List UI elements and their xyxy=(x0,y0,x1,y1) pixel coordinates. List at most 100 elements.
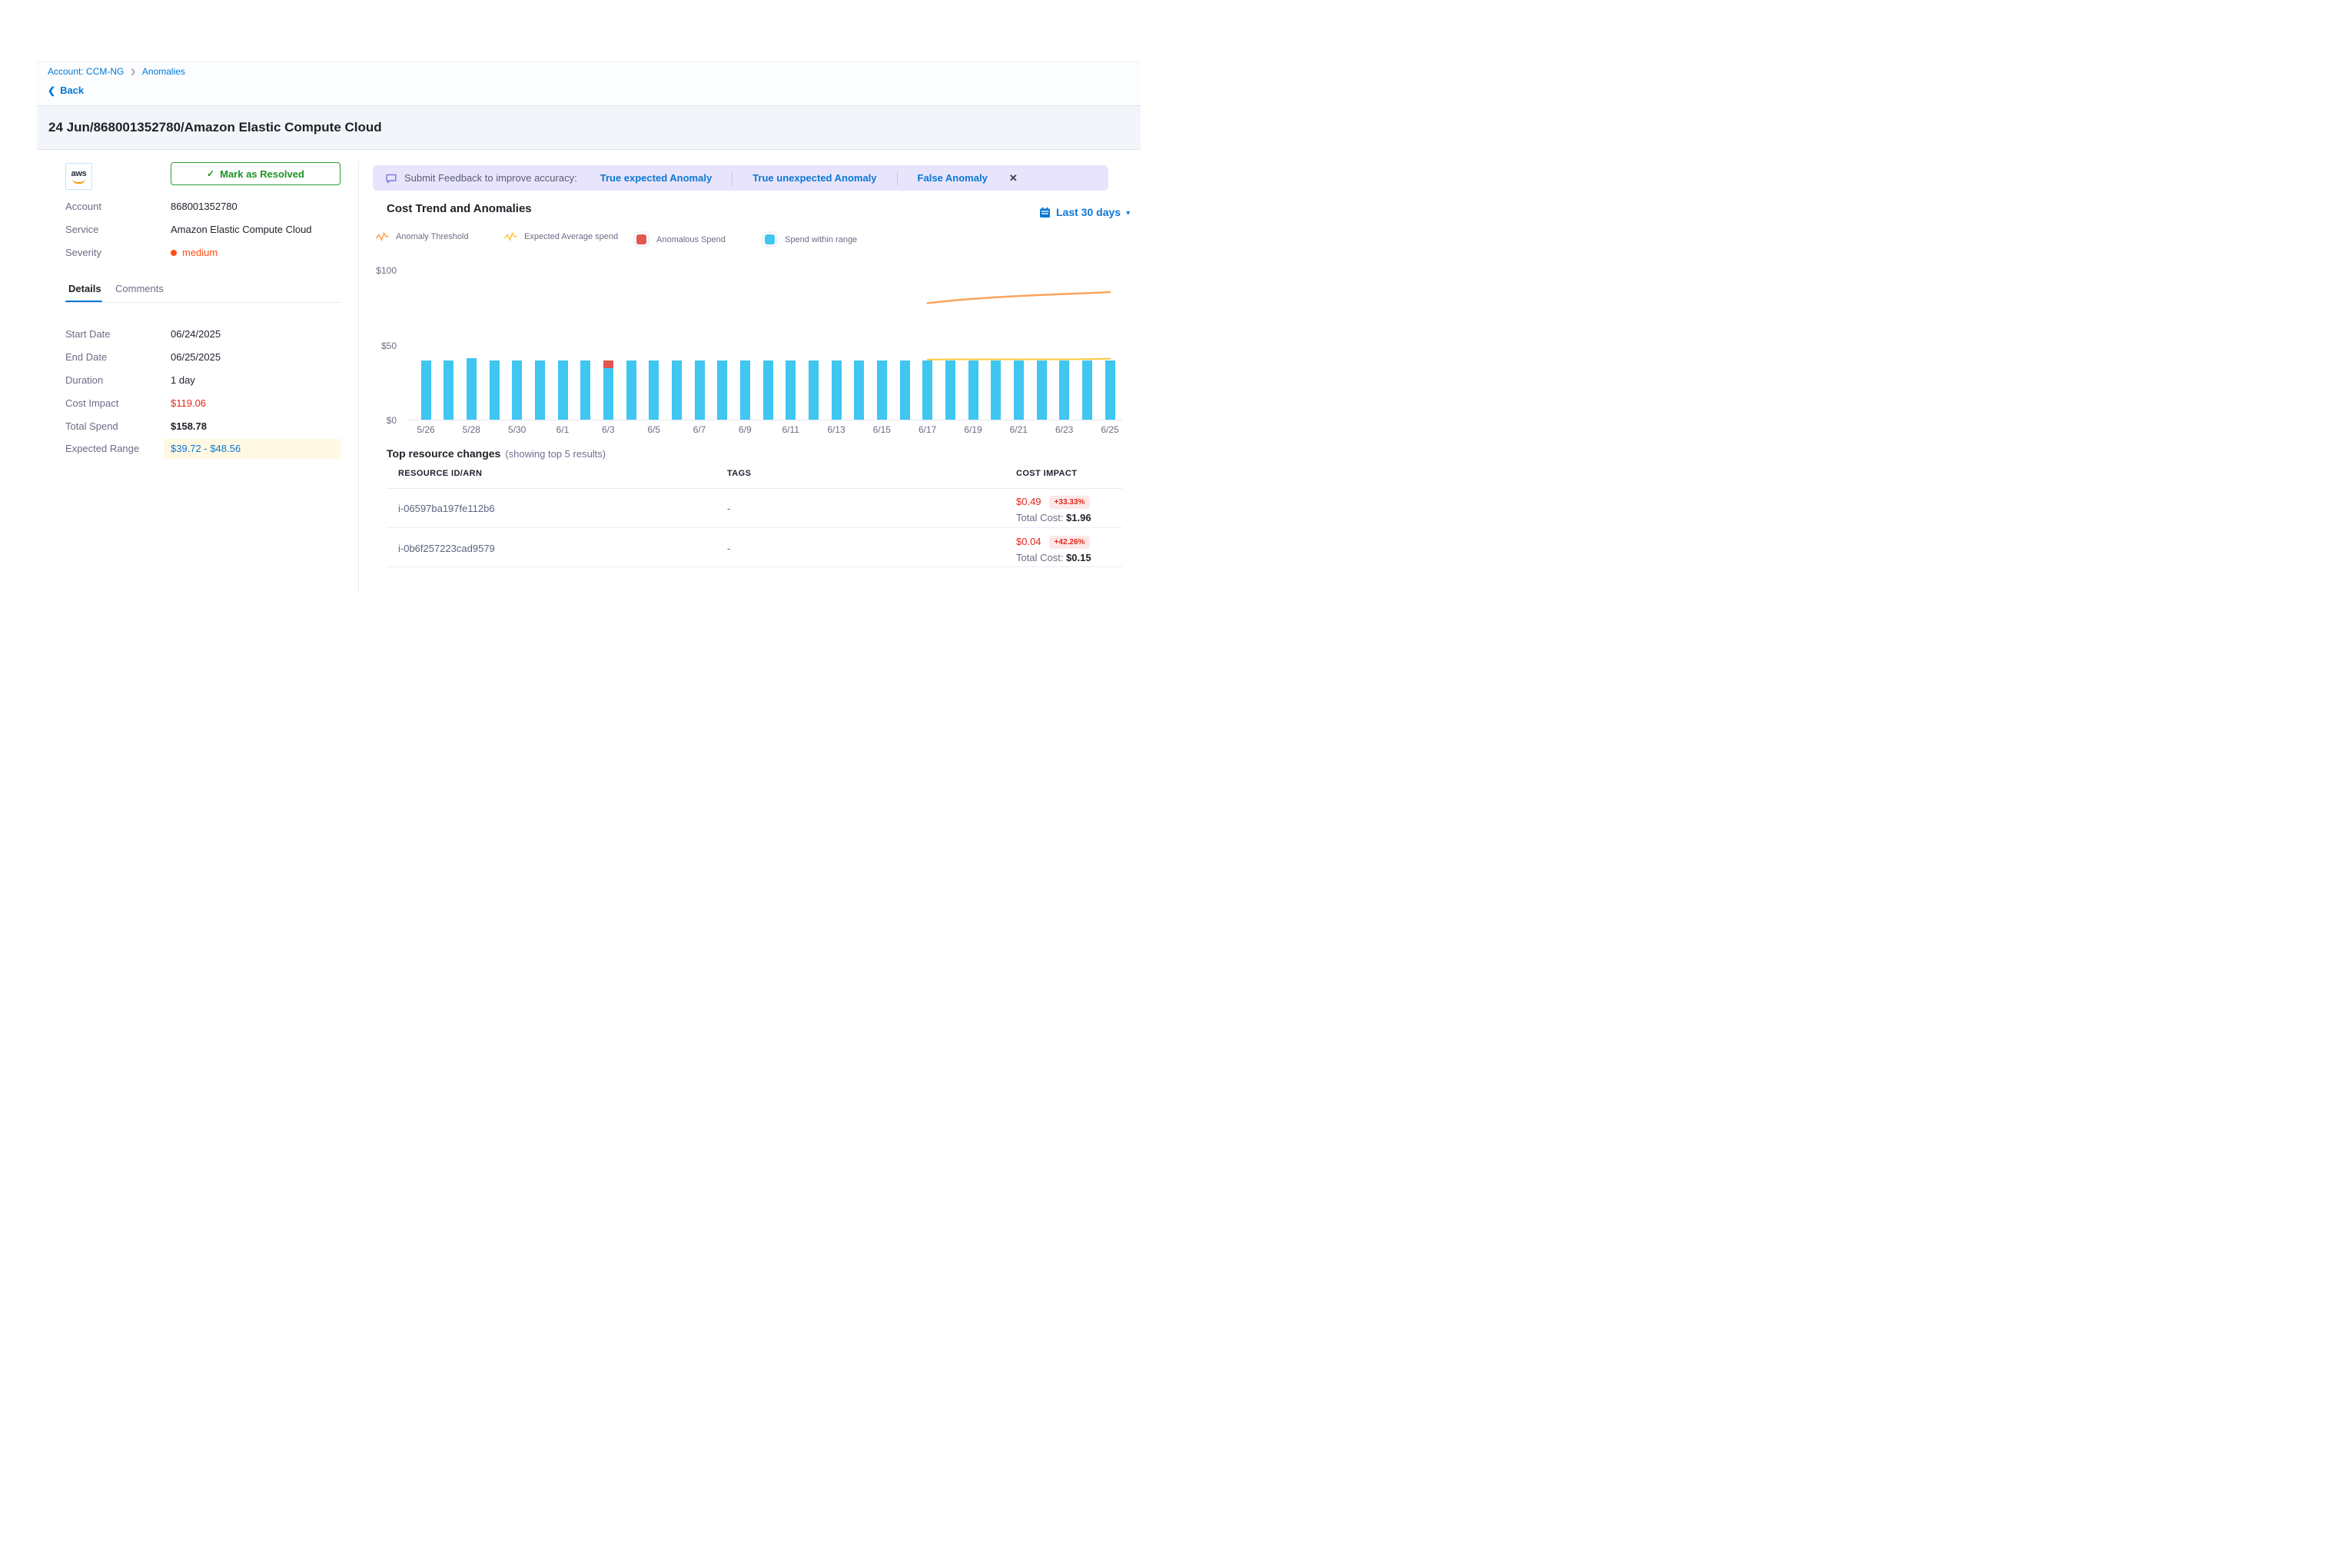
feedback-bubble-icon xyxy=(385,172,397,184)
bar xyxy=(626,360,636,420)
legend-label: Anomaly Threshold xyxy=(396,231,469,241)
time-range-selector[interactable]: Last 30 days ▾ xyxy=(1039,206,1130,218)
mark-resolved-button[interactable]: ✓ Mark as Resolved xyxy=(171,162,341,185)
table-title-text: Top resource changes xyxy=(387,447,501,460)
tags-value: - xyxy=(727,503,731,514)
bar xyxy=(557,360,568,420)
summary-label: Account xyxy=(65,201,101,212)
x-axis-label: 6/9 xyxy=(738,424,752,435)
back-label: Back xyxy=(60,85,85,96)
bar xyxy=(831,360,842,420)
detail-value: 06/25/2025 xyxy=(171,351,221,363)
total-cost-value: $0.15 xyxy=(1066,552,1091,563)
x-axis-label: 6/25 xyxy=(1101,424,1119,435)
feedback-close-icon[interactable]: ✕ xyxy=(1008,171,1018,184)
feedback-option-true-expected[interactable]: True expected Anomaly xyxy=(600,172,713,184)
detail-row-duration: Duration 1 day xyxy=(65,374,341,386)
aws-swoosh-icon xyxy=(72,178,85,184)
bar xyxy=(876,360,887,420)
x-axis-label: 6/11 xyxy=(782,424,799,435)
cost-impact-value: $0.49 xyxy=(1016,496,1041,507)
legend-square-icon xyxy=(765,234,775,244)
bar xyxy=(1059,360,1070,420)
active-tab-underline xyxy=(65,301,102,303)
bar xyxy=(603,368,613,420)
bar xyxy=(854,360,865,420)
bar-anomalous-segment xyxy=(603,360,613,369)
tab-details[interactable]: Details xyxy=(68,283,101,294)
back-chevron-icon: ❮ xyxy=(48,85,56,96)
legend-item-anomalous-spend: Anomalous Spend xyxy=(633,231,726,247)
bar xyxy=(922,360,933,420)
total-cost-label: Total Cost: xyxy=(1016,512,1064,523)
detail-label: End Date xyxy=(65,351,108,363)
breadcrumb-separator-icon: ❯ xyxy=(130,68,136,75)
detail-value: 06/24/2025 xyxy=(171,328,221,340)
caret-down-icon: ▾ xyxy=(1126,208,1131,218)
detail-label: Start Date xyxy=(65,328,111,340)
legend-item-anomaly-threshold: Anomaly Threshold xyxy=(376,231,469,241)
bar xyxy=(534,360,545,420)
legend-square-icon xyxy=(636,234,646,244)
x-axis-label: 6/23 xyxy=(1055,424,1074,435)
legend-item-spend-within-range: Spend within range xyxy=(762,231,857,247)
legend-line-icon xyxy=(376,231,389,241)
column-header-resource: RESOURCE ID/ARN xyxy=(398,469,483,478)
summary-row-service: Service Amazon Elastic Compute Cloud xyxy=(65,224,341,235)
feedback-option-false-anomaly[interactable]: False Anomaly xyxy=(917,172,988,184)
x-axis-label: 6/19 xyxy=(964,424,982,435)
cost-impact-badge: +42.26% xyxy=(1048,536,1091,549)
bar xyxy=(489,360,500,420)
bar xyxy=(512,360,523,420)
cost-impact-badge: +33.33% xyxy=(1048,496,1091,509)
legend-label: Expected Average spend xyxy=(524,231,619,241)
breadcrumb-anomalies-link[interactable]: Anomalies xyxy=(141,66,185,77)
total-cost-cell: Total Cost: $0.15 xyxy=(1016,552,1091,563)
x-axis-label: 5/30 xyxy=(508,424,527,435)
bar xyxy=(1105,360,1115,420)
chart-title: Cost Trend and Anomalies xyxy=(387,202,532,215)
detail-label: Total Spend xyxy=(65,420,118,432)
x-axis-label: 6/7 xyxy=(693,424,706,435)
back-button[interactable]: ❮ Back xyxy=(48,85,84,96)
detail-label: Duration xyxy=(65,374,104,386)
mark-resolved-label: Mark as Resolved xyxy=(220,168,304,180)
legend-item-expected-average: Expected Average spend xyxy=(504,231,618,241)
total-cost-label: Total Cost: xyxy=(1016,552,1064,563)
feedback-divider xyxy=(896,171,898,185)
bar xyxy=(1036,360,1047,420)
breadcrumb: Account: CCM-NG ❯ Anomalies xyxy=(48,66,185,77)
bar xyxy=(899,360,910,420)
detail-row-end-date: End Date 06/25/2025 xyxy=(65,351,341,363)
y-axis-tick: $0 xyxy=(386,415,397,426)
x-axis-label: 6/13 xyxy=(827,424,845,435)
x-axis-label: 6/17 xyxy=(919,424,937,435)
title-band xyxy=(37,105,1141,150)
bar xyxy=(443,360,454,420)
tab-comments[interactable]: Comments xyxy=(115,283,164,294)
bar xyxy=(694,360,705,420)
cost-impact-value: $0.04 xyxy=(1016,536,1041,547)
bar xyxy=(739,360,750,420)
check-icon: ✓ xyxy=(207,168,215,179)
detail-row-expected-range: Expected Range $39.72 - $48.56 xyxy=(65,439,341,459)
bar xyxy=(991,360,1002,420)
total-cost-cell: Total Cost: $1.96 xyxy=(1016,512,1091,523)
detail-value-total-spend: $158.78 xyxy=(171,420,207,432)
feedback-option-true-unexpected[interactable]: True unexpected Anomaly xyxy=(752,172,877,184)
severity-dot xyxy=(171,250,177,256)
legend-label: Spend within range xyxy=(785,234,858,244)
x-axis-label: 5/26 xyxy=(417,424,435,435)
x-axis-label: 6/1 xyxy=(556,424,570,435)
feedback-bar: Submit Feedback to improve accuracy: Tru… xyxy=(373,165,1108,191)
bar xyxy=(1081,360,1092,420)
bar xyxy=(717,360,728,420)
resource-id: i-06597ba197fe112b6 xyxy=(398,503,495,514)
breadcrumb-account-link[interactable]: Account: CCM-NG xyxy=(48,66,125,77)
table-title: Top resource changes (showing top 5 resul… xyxy=(387,447,606,460)
cost-trend-chart: 5/26 5/28 5/30 6/1 6/3 6/5 6/7 6/9 6/11 6/13 6/15 6… xyxy=(0,0,1176,784)
summary-label: Severity xyxy=(65,247,101,258)
x-axis-label: 6/5 xyxy=(647,424,661,435)
bar xyxy=(945,360,955,420)
bar xyxy=(1013,360,1024,420)
